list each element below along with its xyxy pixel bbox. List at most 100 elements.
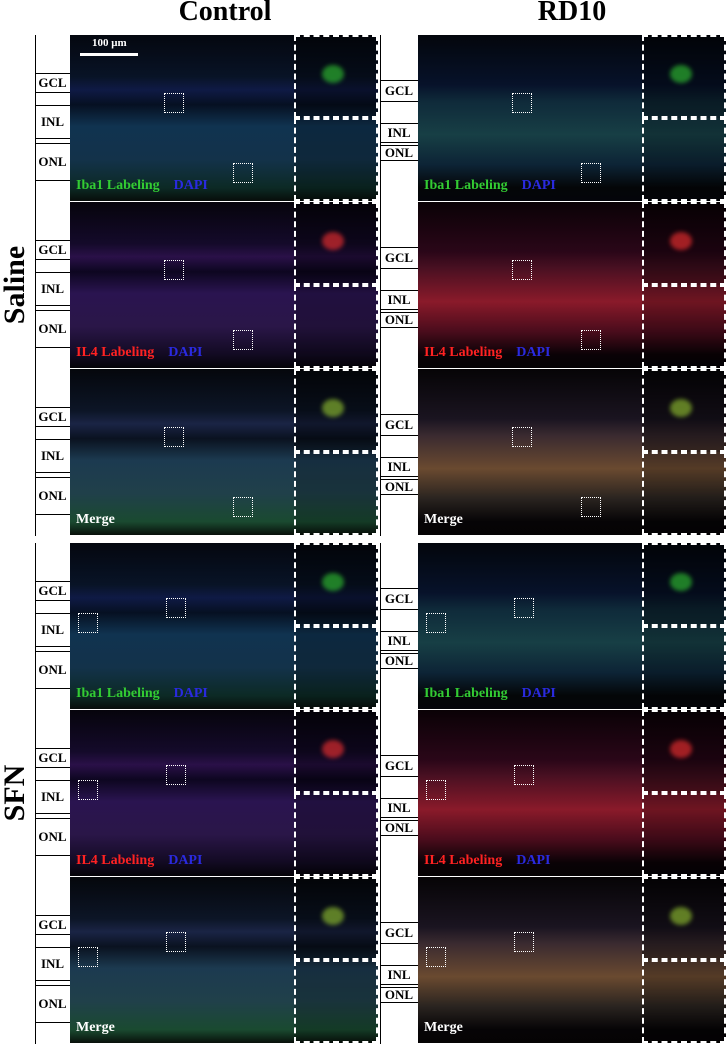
roi-box — [581, 330, 601, 350]
roi-box — [581, 497, 601, 517]
stain-name: Merge — [424, 512, 463, 527]
roi-box — [164, 93, 184, 113]
stain-label: Iba1 Labeling DAPI — [76, 686, 208, 702]
stain-name: Iba1 Labeling — [424, 686, 508, 701]
roi-box — [512, 260, 532, 280]
roi-box — [512, 93, 532, 113]
roi-box — [78, 780, 98, 800]
layer-label: ONL — [35, 143, 70, 181]
layer-label: INL — [35, 613, 70, 647]
layer-label: GCL — [35, 407, 70, 427]
roi-box — [233, 163, 253, 183]
stain-name: Iba1 Labeling — [76, 686, 160, 701]
stain-label: Iba1 Labeling DAPI — [424, 686, 556, 702]
layer-label: INL — [380, 631, 418, 651]
micrograph-panel: Iba1 Labeling DAPI — [70, 543, 378, 709]
layer-label: INL — [380, 798, 418, 818]
roi-box — [166, 932, 186, 952]
roi-box — [514, 932, 534, 952]
stain-name: IL4 Labeling — [424, 345, 503, 360]
roi-box — [166, 598, 186, 618]
row-title: SFN — [0, 764, 31, 822]
inset-bottom — [294, 285, 378, 368]
layer-label: ONL — [380, 479, 418, 495]
stain-name: IL4 Labeling — [76, 853, 155, 868]
inset-bottom — [642, 960, 726, 1043]
column-title: RD10 — [537, 0, 607, 27]
layer-label: INL — [35, 272, 70, 306]
stain-label: Merge — [76, 1020, 115, 1036]
roi-box — [78, 613, 98, 633]
inset-bottom — [294, 118, 378, 201]
roi-box — [164, 427, 184, 447]
stain-name: Merge — [76, 1020, 115, 1035]
layer-label: ONL — [380, 653, 418, 669]
layer-label: INL — [380, 457, 418, 477]
roi-box — [514, 765, 534, 785]
inset-top — [294, 369, 378, 452]
layer-label: GCL — [380, 80, 418, 102]
scale-bar — [80, 53, 138, 56]
inset-bottom — [294, 626, 378, 709]
roi-box — [581, 163, 601, 183]
layer-label: ONL — [380, 987, 418, 1003]
stain-label: Merge — [76, 512, 115, 528]
layer-label: GCL — [380, 588, 418, 610]
cell-marker — [670, 232, 692, 250]
layer-label: ONL — [35, 310, 70, 348]
roi-box — [426, 613, 446, 633]
counterstain-name: DAPI — [168, 853, 203, 868]
stain-label: IL4 Labeling DAPI — [76, 853, 202, 869]
stain-name: Merge — [424, 1020, 463, 1035]
layer-label: INL — [35, 947, 70, 981]
layer-label: ONL — [35, 818, 70, 856]
micrograph-panel: Iba1 Labeling DAPI — [418, 35, 726, 201]
layer-label: GCL — [380, 414, 418, 436]
layer-label: ONL — [380, 820, 418, 836]
cell-marker — [670, 907, 692, 925]
micrograph-panel: IL4 Labeling DAPI — [418, 710, 726, 876]
cell-marker — [322, 65, 344, 83]
cell-marker — [322, 573, 344, 591]
layer-label: GCL — [380, 755, 418, 777]
stain-label: IL4 Labeling DAPI — [424, 345, 550, 361]
roi-box — [233, 330, 253, 350]
layer-label: ONL — [35, 651, 70, 689]
stain-name: Iba1 Labeling — [424, 178, 508, 193]
stain-name: IL4 Labeling — [424, 853, 503, 868]
layer-label: GCL — [380, 922, 418, 944]
stain-label: Merge — [424, 512, 463, 528]
stain-label: Iba1 Labeling DAPI — [424, 178, 556, 194]
stain-label: Iba1 Labeling DAPI — [76, 178, 208, 194]
layer-bracket — [380, 35, 382, 536]
inset-bottom — [642, 452, 726, 535]
cell-marker — [670, 65, 692, 83]
cell-marker — [322, 399, 344, 417]
scale-bar-label: 100 μm — [92, 37, 127, 49]
layer-label: GCL — [35, 748, 70, 768]
layer-label: INL — [380, 290, 418, 310]
roi-box — [426, 780, 446, 800]
stain-name: Merge — [76, 512, 115, 527]
stain-label: Merge — [424, 1020, 463, 1036]
counterstain-name: DAPI — [168, 345, 203, 360]
layer-label: GCL — [35, 581, 70, 601]
inset-bottom — [642, 285, 726, 368]
inset-bottom — [642, 793, 726, 876]
layer-bracket — [380, 543, 382, 1044]
layer-bracket — [35, 35, 37, 536]
roi-box — [512, 427, 532, 447]
cell-marker — [670, 573, 692, 591]
inset-bottom — [294, 452, 378, 535]
cell-marker — [322, 232, 344, 250]
layer-label: INL — [380, 965, 418, 985]
micrograph-panel: Merge — [418, 877, 726, 1043]
layer-label: ONL — [380, 145, 418, 161]
inset-bottom — [294, 960, 378, 1043]
counterstain-name: DAPI — [516, 853, 551, 868]
cell-marker — [322, 907, 344, 925]
micrograph-panel: Merge — [70, 877, 378, 1043]
row-title: Saline — [0, 245, 31, 325]
roi-box — [514, 598, 534, 618]
